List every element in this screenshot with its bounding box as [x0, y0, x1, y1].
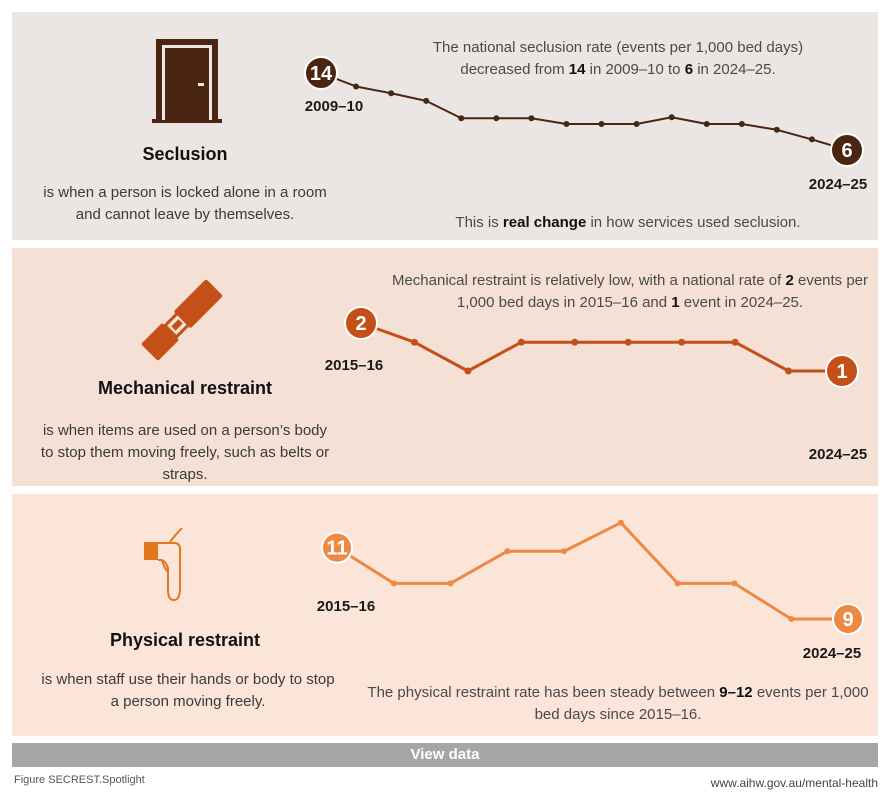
- seclusion-data-point: [388, 90, 395, 97]
- physical-note-bottom: The physical restraint rate has been ste…: [367, 684, 869, 723]
- mechanical-data-point: [464, 367, 472, 375]
- mechanical-data-point: [731, 338, 739, 346]
- svg-text:11: 11: [326, 538, 347, 560]
- seclusion-panel: Seclusion is when a person is locked alo…: [12, 12, 878, 240]
- seclusion-title: Seclusion: [142, 144, 228, 164]
- seclusion-data-point: [808, 136, 815, 143]
- physical-end-period-label: 2024–25: [803, 645, 861, 662]
- mechanical-end-period-label: 2024–25: [809, 446, 867, 463]
- seclusion-data-point: [353, 83, 360, 90]
- svg-text:6: 6: [841, 140, 852, 162]
- physical-data-point: [390, 580, 397, 587]
- physical-data-point: [731, 580, 738, 587]
- svg-text:1: 1: [836, 361, 847, 383]
- physical-data-point: [674, 580, 681, 587]
- seclusion-note-top: The national seclusion rate (events per …: [432, 39, 804, 78]
- seclusion-data-point: [598, 121, 605, 128]
- view-data-button[interactable]: View data: [12, 743, 878, 767]
- seclusion-note-bottom: This is real change in how services used…: [455, 214, 801, 231]
- physical-panel: Physical restraint is when staff use the…: [12, 494, 878, 736]
- mechanical-panel: Mechanical restraint is when items are u…: [12, 248, 878, 486]
- svg-text:9: 9: [842, 609, 853, 631]
- seclusion-data-point: [703, 121, 710, 128]
- physical-line-chart: 11 9 2015–16 2024–25: [317, 519, 864, 662]
- physical-definition: is when staff use their hands or body to…: [41, 671, 335, 710]
- mechanical-end-value-badge: 1: [825, 354, 859, 388]
- seclusion-data-point: [563, 121, 570, 128]
- seclusion-definition: is when a person is locked alone in a ro…: [43, 184, 327, 223]
- mechanical-data-point: [785, 367, 793, 375]
- mechanical-data-point: [624, 338, 632, 346]
- seclusion-data-point: [528, 115, 535, 122]
- seclusion-data-point: [738, 121, 745, 128]
- physical-data-point: [447, 580, 454, 587]
- physical-series-line: [336, 521, 848, 621]
- seclusion-data-point: [773, 126, 780, 133]
- seclusion-end-value-badge: 6: [830, 133, 864, 167]
- seclusion-start-value-badge: 14: [304, 56, 338, 90]
- seclusion-line-chart: 14 6 2009–10 2024–25: [304, 56, 867, 193]
- seclusion-series-line: [320, 72, 848, 151]
- physical-end-value-badge: 9: [832, 603, 864, 635]
- seatbelt-icon: [136, 276, 228, 364]
- svg-text:2: 2: [355, 313, 366, 335]
- seclusion-data-point: [423, 97, 430, 104]
- seclusion-data-point: [493, 115, 500, 122]
- restraining-hand-icon: [144, 527, 192, 606]
- physical-start-value-badge: 11: [321, 531, 353, 564]
- svg-text:14: 14: [310, 63, 333, 85]
- mechanical-data-point: [410, 338, 418, 346]
- physical-start-period-label: 2015–16: [317, 598, 375, 615]
- mechanical-definition: is when items are used on a person’s bod…: [40, 422, 330, 483]
- mechanical-series-line: [360, 321, 842, 373]
- seclusion-end-period-label: 2024–25: [809, 176, 867, 193]
- mechanical-line-chart: 2 1 2015–16 2024–25: [325, 306, 867, 463]
- mechanical-start-value-badge: 2: [344, 306, 378, 340]
- mechanical-note-top: Mechanical restraint is relatively low, …: [391, 272, 869, 311]
- physical-data-point: [617, 519, 624, 526]
- mechanical-data-point: [517, 338, 525, 346]
- figure-id: Figure SECREST.Spotlight: [14, 774, 145, 786]
- physical-data-point: [788, 616, 795, 622]
- physical-data-point: [504, 548, 511, 555]
- mechanical-data-point: [678, 338, 686, 346]
- physical-title: Physical restraint: [109, 630, 261, 650]
- mechanical-title: Mechanical restraint: [97, 378, 273, 398]
- seclusion-data-point: [668, 114, 675, 121]
- mechanical-start-period-label: 2015–16: [325, 357, 383, 374]
- seclusion-start-period-label: 2009–10: [305, 98, 363, 115]
- door-icon: [152, 39, 222, 123]
- physical-data-point: [561, 548, 568, 555]
- seclusion-data-point: [633, 121, 640, 128]
- source-url-link[interactable]: www.aihw.gov.au/mental-health: [710, 776, 878, 790]
- seclusion-data-point: [458, 115, 465, 122]
- mechanical-data-point: [571, 338, 579, 346]
